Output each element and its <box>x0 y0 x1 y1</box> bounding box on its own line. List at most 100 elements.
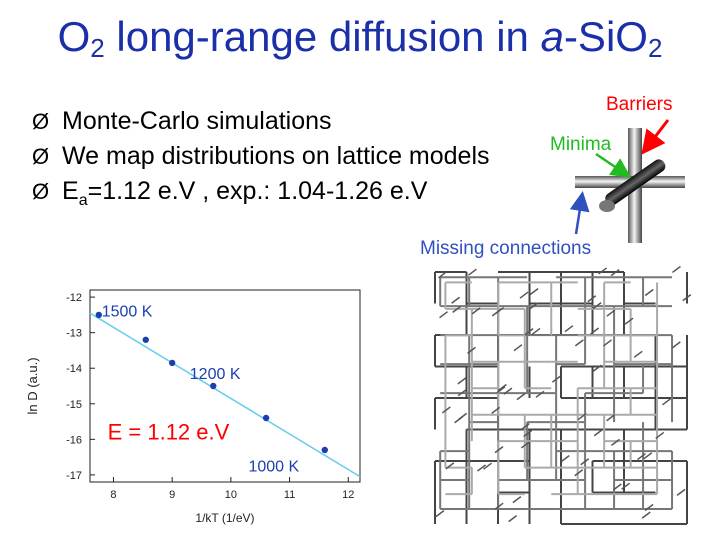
lattice-depth-bond <box>451 296 461 304</box>
y-tick-label: -13 <box>66 328 82 340</box>
lattice-depth-bond <box>524 328 534 336</box>
lattice-depth-bond <box>592 364 602 372</box>
cylinder-end <box>599 200 615 212</box>
lattice-depth-bond <box>520 423 530 431</box>
minima-arrow <box>595 152 632 178</box>
y-tick-label: -16 <box>66 434 82 446</box>
bullet-arrow-icon: Ø <box>32 144 50 169</box>
lattice-depth-bond <box>457 377 467 385</box>
diagonal-dark-cylinder <box>605 159 666 206</box>
lattice-depth-bond <box>438 271 447 279</box>
bullet-text: E <box>62 177 79 205</box>
lattice-depth-bond <box>671 341 681 349</box>
plot-frame <box>89 289 361 483</box>
lattice-depth-bond <box>454 416 464 424</box>
lattice-depth-bond <box>643 452 653 460</box>
title-part: O <box>57 13 91 60</box>
lattice-svg <box>434 265 692 525</box>
data-point <box>95 311 103 319</box>
minima-label: Minima <box>550 134 612 155</box>
title-part: -SiO <box>563 13 648 60</box>
lattice-depth-bond <box>633 350 643 358</box>
lattice-depth-bond <box>682 294 692 302</box>
lattice-depth-bond <box>494 446 504 454</box>
title-italic: a <box>540 13 564 60</box>
lattice-depth-bond <box>531 327 541 336</box>
lattice-depth-bond <box>662 398 671 406</box>
lattice-depth-bond <box>577 412 587 421</box>
bullet-item: Ø Monte-Carlo simulations <box>32 104 490 139</box>
lattice-depth-bond <box>435 510 445 518</box>
arrhenius-chart: 8 9 10 11 12 -12 -13 -14 -15 -16 -17 1500 K 1200 K 10… <box>20 282 370 527</box>
barriers-label: Barriers <box>606 94 673 115</box>
bullet-list: Ø Monte-Carlo simulations Ø We map distrib… <box>32 104 490 218</box>
lattice-depth-bond <box>610 269 620 277</box>
temperature-label: 1500 K <box>102 304 153 321</box>
title-subscript: 2 <box>90 33 105 63</box>
x-tick-label: 12 <box>342 489 354 501</box>
barriers-arrow <box>641 119 670 155</box>
title-subscript: 2 <box>647 33 663 63</box>
data-point <box>262 414 270 422</box>
data-point <box>321 446 328 454</box>
lattice-depth-bond <box>452 305 462 313</box>
lattice-depth-bond <box>512 496 522 504</box>
bullet-arrow-icon: Ø <box>32 109 50 134</box>
x-axis-label: 1/kT (1/eV) <box>195 511 254 525</box>
lattice-depth-bond <box>593 429 603 437</box>
lattice-depth-bond <box>587 295 597 303</box>
lattice-depth-bond <box>603 339 612 347</box>
lattice-depth-bond <box>672 265 681 274</box>
lattice-depth-bond <box>641 511 651 519</box>
lattice-depth-bond <box>494 502 504 510</box>
bullet-item: Ø Ea=1.12 e.V , exp.: 1.04-1.26 e.V <box>32 174 490 218</box>
lattice-depth-bond <box>529 302 539 310</box>
lattice-depth-bond <box>523 429 533 438</box>
lattice-depth-bond <box>457 389 467 397</box>
x-tick-label: 11 <box>284 489 295 501</box>
lattice-depth-bond <box>513 344 523 352</box>
lattice-depth-bond <box>495 306 505 315</box>
lattice-depth-bond <box>564 325 574 333</box>
lattice-depth-bond <box>516 392 526 401</box>
lattice-depth-bond <box>519 291 529 299</box>
lattice-depth-bond <box>637 452 646 461</box>
bullet-arrow-icon: Ø <box>32 179 50 204</box>
lattice-depth-bond <box>439 311 448 319</box>
lattice-depth-bond <box>655 431 665 440</box>
lattice-depth-bond <box>611 438 620 446</box>
slide-title: O2 long-range diffusion in a-SiO2 <box>0 13 720 63</box>
lattice-depth-bond <box>606 414 616 422</box>
temperature-label: 1000 K <box>248 458 299 475</box>
missing-connections-label: Missing connections <box>420 238 592 259</box>
bullet-text: =1.12 e.V , exp.: 1.04-1.26 e.V <box>87 177 428 205</box>
lattice-depth-bond <box>535 390 545 398</box>
lattice-depth-bond <box>503 387 513 395</box>
vertical-cylinder <box>628 128 642 243</box>
title-part: long-range diffusion in <box>104 13 541 60</box>
x-tick-label: 8 <box>110 489 116 501</box>
lattice-depth-bond <box>574 469 584 477</box>
lattice-depth-bond <box>491 406 501 414</box>
left-cylinder <box>575 176 635 188</box>
lattice-depth-bond <box>496 386 506 394</box>
missing-connections-arrow <box>569 191 590 235</box>
bullet-item: Ø We map distributions on lattice models <box>32 139 490 174</box>
y-tick-label: -15 <box>66 399 82 411</box>
y-tick-label: -12 <box>66 292 82 304</box>
lattice-depth-bond <box>508 515 518 523</box>
data-point <box>142 336 149 343</box>
lattice-depth-bond <box>529 288 539 296</box>
lattice-depth-bond <box>621 482 631 490</box>
data-point <box>210 382 217 390</box>
lattice-depth-bond <box>574 339 584 347</box>
y-tick-label: -14 <box>66 363 82 375</box>
lattice-depth-bond <box>606 309 616 317</box>
temperature-label: 1200 K <box>190 366 241 383</box>
lattice-depth-bond <box>551 375 561 383</box>
data-point <box>168 359 176 367</box>
x-tick-label: 9 <box>169 489 175 501</box>
right-cylinder <box>640 176 685 188</box>
lattice-depth-bond <box>580 458 590 466</box>
bullet-text: Monte-Carlo simulations <box>62 107 332 135</box>
